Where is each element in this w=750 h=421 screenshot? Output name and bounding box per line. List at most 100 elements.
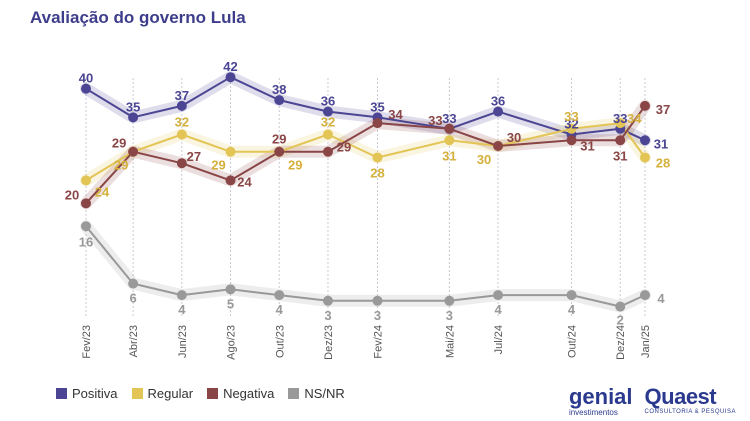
x-tick-label-9: Out/24	[567, 325, 579, 358]
legend-item-nsnr[interactable]: NS/NR	[288, 386, 345, 401]
point-nsnr-1	[128, 278, 139, 289]
data-label-nsnr-5: 3	[324, 308, 331, 323]
data-label-negativa-8: 30	[507, 130, 521, 145]
legend-item-positiva[interactable]: Positiva	[56, 386, 118, 401]
chart-title: Avaliação do governo Lula	[30, 8, 246, 27]
series-points	[81, 72, 650, 312]
legend-label-nsnr: NS/NR	[304, 386, 345, 401]
x-tick-label-4: Out/23	[274, 325, 286, 358]
point-positiva-5	[322, 106, 333, 117]
point-nsnr-6	[372, 295, 383, 306]
point-negativa-11	[640, 100, 650, 111]
data-label-nsnr-7: 3	[446, 308, 453, 323]
data-label-negativa-5: 29	[337, 140, 351, 155]
data-label-nsnr-0: 16	[79, 234, 93, 249]
point-negativa-2	[176, 158, 187, 169]
legend: Positiva Regular Negativa NS/NR	[56, 386, 345, 401]
legend-swatch-regular	[131, 388, 143, 399]
data-label-positiva-7: 33	[442, 111, 456, 126]
legend-label-negativa: Negativa	[223, 386, 275, 401]
point-negativa-1	[128, 146, 139, 157]
data-label-regular-4: 29	[288, 158, 302, 173]
genial-logo-text: genial	[568, 384, 633, 409]
data-label-regular-7: 31	[442, 148, 456, 163]
quaest-logo-text: Quaest	[644, 384, 717, 409]
point-regular-5	[322, 129, 333, 140]
point-positiva-8	[493, 106, 504, 117]
logos: genial investimentos Quaest CONSULTORIA …	[569, 386, 736, 417]
point-nsnr-0	[81, 221, 91, 232]
quaest-logo: Quaest CONSULTORIA & PESQUISA	[644, 384, 736, 416]
data-label-nsnr-1: 6	[129, 291, 136, 306]
data-label-nsnr-11: 4	[657, 291, 665, 306]
data-label-negativa-6: 34	[388, 107, 403, 122]
series-lines	[85, 76, 646, 308]
quaest-logo-subtext: CONSULTORIA & PESQUISA	[644, 409, 736, 415]
data-label-regular-0: 24	[95, 184, 110, 199]
point-nsnr-11	[640, 290, 650, 301]
data-label-regular-2: 32	[175, 115, 189, 130]
point-positiva-2	[176, 100, 187, 111]
data-label-positiva-8: 36	[491, 94, 505, 109]
series-bands	[80, 71, 651, 313]
point-regular-6	[372, 152, 383, 163]
vertical-gridlines	[85, 78, 646, 318]
data-label-negativa-4: 29	[272, 132, 286, 147]
x-tick-label-11: Jan/25	[640, 325, 652, 358]
point-negativa-5	[322, 146, 333, 157]
data-label-nsnr-3: 5	[227, 296, 234, 311]
legend-label-positiva: Positiva	[72, 386, 118, 401]
data-label-positiva-5: 36	[321, 94, 335, 109]
point-negativa-8	[493, 141, 504, 151]
legend-item-negativa[interactable]: Negativa	[207, 386, 274, 401]
data-label-negativa-0: 20	[65, 187, 79, 202]
data-label-regular-3: 29	[211, 158, 225, 173]
data-label-regular-10: 34	[627, 111, 642, 126]
point-nsnr-10	[615, 301, 626, 312]
data-label-regular-5: 32	[321, 115, 335, 130]
point-nsnr-7	[444, 295, 455, 306]
data-label-positiva-1: 35	[126, 99, 140, 114]
series-line-regular	[85, 122, 646, 182]
legend-swatch-nsnr	[288, 388, 300, 399]
point-positiva-11	[640, 135, 650, 146]
data-label-negativa-2: 27	[187, 149, 201, 164]
genial-logo: genial investimentos	[569, 386, 633, 417]
point-positiva-0	[81, 83, 91, 94]
point-regular-2	[176, 129, 187, 140]
x-tick-label-2: Jun/23	[177, 325, 189, 358]
point-negativa-9	[566, 135, 577, 146]
data-label-positiva-3: 42	[223, 59, 237, 74]
point-nsnr-3	[225, 284, 236, 295]
series-line-nsnr	[85, 225, 646, 308]
point-regular-7	[444, 135, 455, 146]
x-tick-label-3: Ago/23	[226, 325, 238, 360]
x-tick-label-0: Fev/23	[81, 325, 93, 359]
data-label-positiva-11: 31	[654, 136, 668, 151]
point-regular-10	[615, 118, 626, 129]
point-positiva-3	[225, 72, 236, 83]
series-line-positiva	[85, 76, 646, 142]
point-positiva-4	[274, 95, 285, 106]
point-positiva-1	[128, 112, 139, 123]
data-label-negativa-11: 37	[656, 102, 670, 117]
legend-item-regular[interactable]: Regular	[131, 386, 193, 401]
point-regular-11	[640, 152, 650, 163]
data-label-positiva-0: 40	[79, 71, 93, 86]
point-regular-9	[566, 123, 577, 134]
point-negativa-3	[225, 175, 236, 186]
x-tick-label-8: Jul/24	[493, 325, 505, 354]
point-negativa-10	[615, 135, 626, 146]
data-label-positiva-2: 37	[175, 88, 189, 103]
data-label-regular-11: 28	[656, 155, 670, 170]
point-nsnr-8	[493, 290, 504, 301]
data-label-positiva-4: 38	[272, 82, 286, 97]
data-label-negativa-7: 33	[428, 113, 442, 128]
data-label-regular-9: 33	[564, 109, 578, 124]
data-label-negativa-1: 29	[112, 136, 126, 151]
x-tick-labels: Fev/23 Abr/23 Jun/23 Ago/23 Out/23 Dez/23 Fev/…	[81, 325, 652, 360]
data-label-nsnr-6: 3	[374, 308, 381, 323]
point-regular-3	[225, 146, 236, 157]
